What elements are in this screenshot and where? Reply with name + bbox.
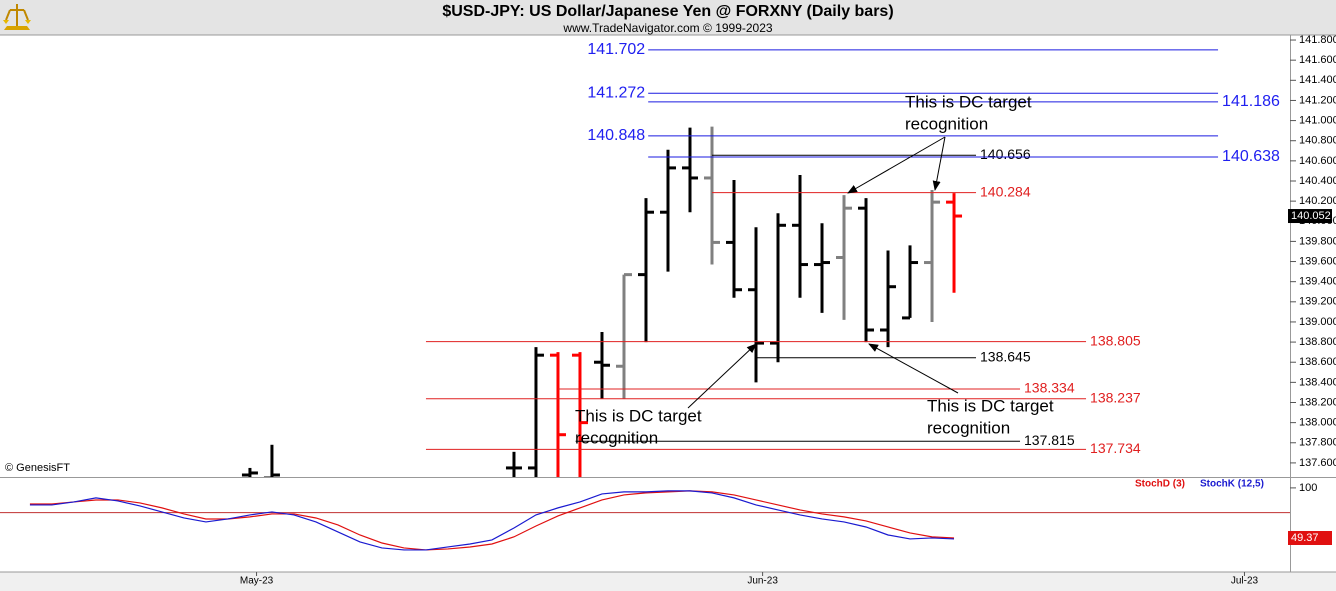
last-price-box — [1288, 209, 1332, 224]
annotation: This is DC target — [905, 92, 1032, 111]
annotation: recognition — [927, 418, 1010, 437]
annotation: recognition — [575, 428, 658, 447]
annotation-arrow — [687, 343, 757, 409]
last-stoch-label: 49.37 — [1291, 532, 1319, 544]
y-tick-label: 139.800 — [1299, 235, 1336, 247]
level-label: 138.805 — [1090, 332, 1141, 348]
y-tick-label: 139.600 — [1299, 255, 1336, 267]
level-label: 137.734 — [1090, 440, 1141, 456]
last-price-label: 140.052 — [1291, 210, 1331, 222]
y-tick-label: 138.800 — [1299, 336, 1336, 348]
y-tick-label: 140.200 — [1299, 195, 1336, 207]
annotation: This is DC target — [927, 396, 1054, 415]
price-plot — [241, 126, 963, 477]
stoch-line — [29, 490, 955, 551]
annotation-arrow — [932, 136, 946, 191]
y-tick-label: 139.400 — [1299, 276, 1336, 288]
y-tick-label: 139.000 — [1299, 316, 1336, 328]
y-tick-label: 138.000 — [1299, 417, 1336, 429]
level-label: 137.815 — [1024, 432, 1075, 448]
chart-title: $USD-JPY: US Dollar/Japanese Yen @ FORXN… — [442, 3, 893, 20]
y-tick-label: 100 — [1299, 482, 1317, 494]
annotation-arrow — [847, 136, 946, 194]
x-tick-label: Jul-23 — [1231, 576, 1259, 587]
y-tick-label: 141.200 — [1299, 94, 1336, 106]
level-label: 138.237 — [1090, 389, 1141, 405]
level-label: 140.284 — [980, 183, 1031, 199]
level-label: 138.334 — [1024, 380, 1075, 396]
chart-subtitle: www.TradeNavigator.com © 1999-2023 — [562, 21, 772, 35]
legend-entry: StochD (3) — [1135, 479, 1185, 490]
y-tick-label: 139.200 — [1299, 296, 1336, 308]
logo — [3, 4, 31, 30]
y-tick-label: 140.600 — [1299, 155, 1336, 167]
level-label: 140.848 — [587, 127, 645, 144]
level-label: 141.186 — [1222, 93, 1280, 110]
x-axis-band — [0, 572, 1336, 591]
y-tick-label: 141.600 — [1299, 54, 1336, 66]
annotation: This is DC target — [575, 406, 702, 425]
y-tick-label: 140.800 — [1299, 135, 1336, 147]
y-tick-label: 137.600 — [1299, 457, 1336, 469]
stoch-line — [29, 490, 955, 551]
y-tick-label: 138.600 — [1299, 356, 1336, 368]
level-label: 141.272 — [587, 84, 645, 101]
header-band — [0, 0, 1336, 35]
y-tick-label: 141.000 — [1299, 114, 1336, 126]
level-label: 138.645 — [980, 348, 1031, 364]
stoch-plot — [0, 490, 1290, 551]
x-tick-label: May-23 — [240, 576, 274, 587]
level-label: 140.656 — [980, 146, 1031, 162]
watermark: © GenesisFT — [5, 462, 70, 474]
y-tick-label: 137.800 — [1299, 437, 1336, 449]
y-tick-label: 140.400 — [1299, 175, 1336, 187]
y-tick-label: 138.400 — [1299, 376, 1336, 388]
y-tick-label: 138.200 — [1299, 396, 1336, 408]
annotation-arrow — [868, 343, 959, 394]
level-label: 141.702 — [587, 41, 645, 58]
level-label: 140.638 — [1222, 148, 1280, 165]
y-tick-label: 141.800 — [1299, 34, 1336, 46]
y-tick-label: 141.400 — [1299, 74, 1336, 86]
annotation: recognition — [905, 114, 988, 133]
x-tick-label: Jun-23 — [747, 576, 778, 587]
last-stoch-box — [1288, 530, 1332, 545]
legend-entry: StochK (12,5) — [1200, 479, 1264, 490]
